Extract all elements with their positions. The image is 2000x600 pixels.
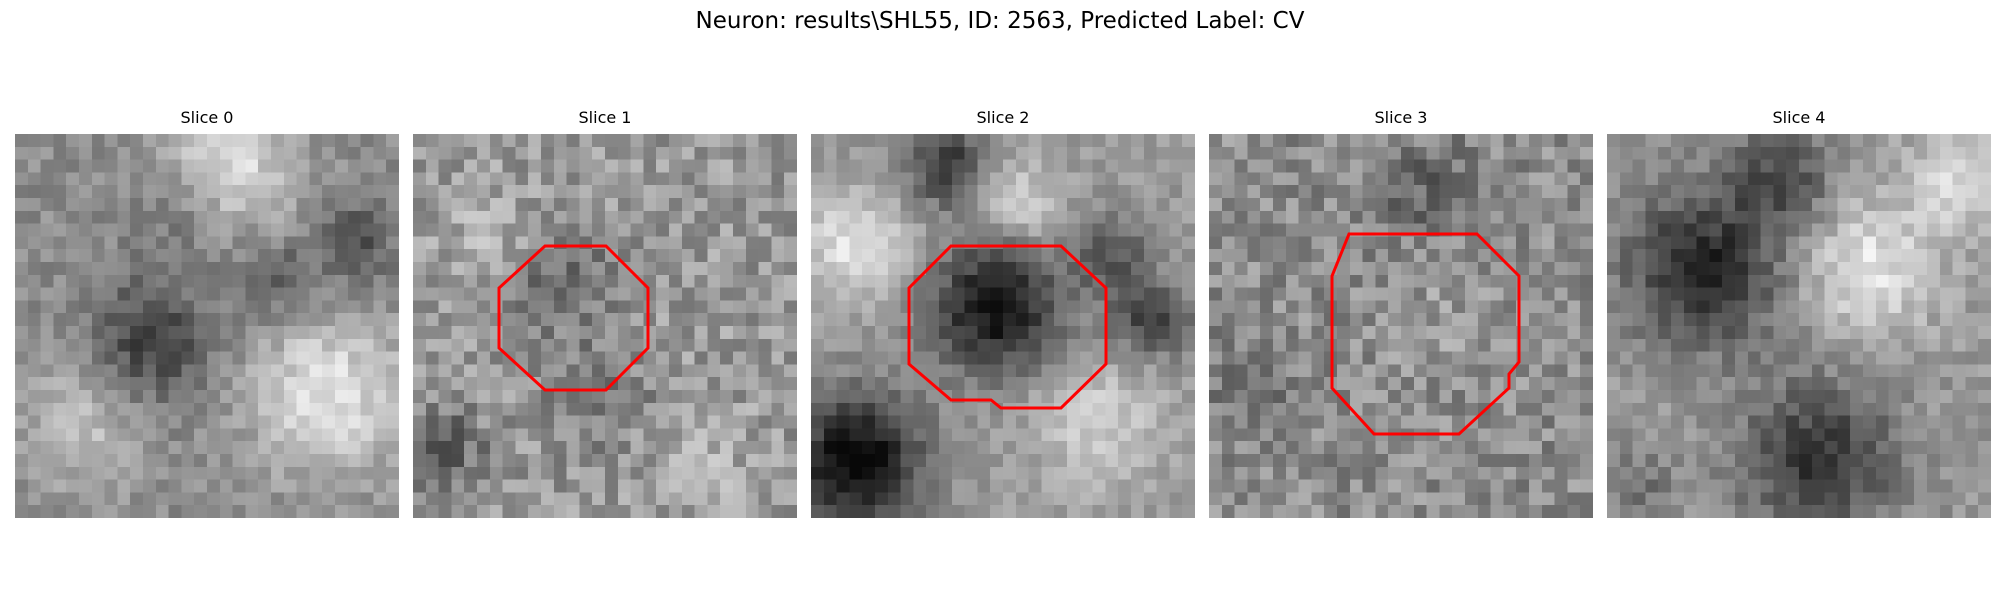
slice-image-4 [1607,134,1991,518]
slice-3-roi-outline [1330,232,1521,436]
slice-3-pixels [1209,134,1593,518]
slice-image-0 [15,134,399,518]
slice-1-roi-outline [497,244,650,392]
slice-title-0: Slice 0 [180,108,234,127]
slice-title-1: Slice 1 [578,108,632,127]
slice-0-pixels [15,134,399,518]
slice-panel-2: Slice 2 [811,108,1195,524]
slice-2-roi-outline [907,244,1108,410]
slice-2-pixels [811,134,1195,518]
slice-image-1 [413,134,797,518]
slice-image-2 [811,134,1195,518]
slice-title-4: Slice 4 [1772,108,1826,127]
slice-panel-0: Slice 0 [15,108,399,524]
slice-panel-1: Slice 1 [413,108,797,524]
slice-title-2: Slice 2 [976,108,1030,127]
slice-title-3: Slice 3 [1374,108,1428,127]
figure-title: Neuron: results\SHL55, ID: 2563, Predict… [695,8,1305,34]
slice-1-pixels [413,134,797,518]
slice-4-pixels [1607,134,1991,518]
slice-image-3 [1209,134,1593,518]
slice-panel-3: Slice 3 [1209,108,1593,524]
slice-panel-4: Slice 4 [1607,108,1991,524]
